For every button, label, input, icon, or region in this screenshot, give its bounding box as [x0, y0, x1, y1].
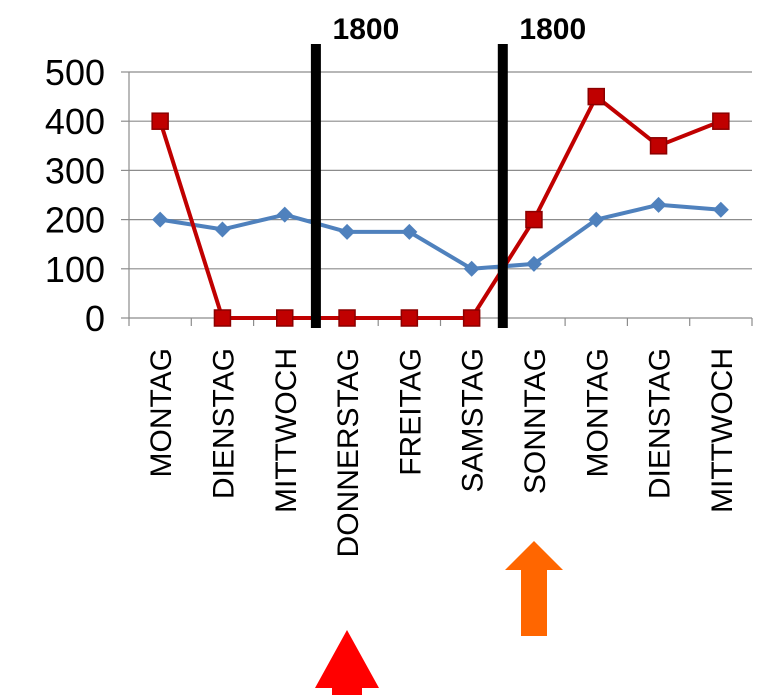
- arrows: [315, 541, 563, 695]
- data-point: [712, 201, 729, 218]
- x-tick-label: DONNERSTAG: [332, 348, 365, 557]
- series-line-1: [159, 202, 722, 271]
- x-tick-label: MONTAG: [581, 348, 614, 477]
- data-point: [463, 260, 480, 277]
- x-tick-label: FREITAG: [394, 348, 427, 476]
- x-tick-label: MITTWOCH: [706, 348, 739, 513]
- data-point: [400, 309, 419, 327]
- x-tick-label: SONNTAG: [519, 348, 552, 494]
- data-point: [151, 112, 169, 130]
- data-point: [214, 221, 231, 238]
- data-point: [462, 309, 481, 327]
- x-tick-label: MITTWOCH: [270, 348, 303, 513]
- gridlines: [129, 71, 752, 270]
- data-point: [588, 211, 605, 228]
- x-tick-label: DIENSTAG: [207, 348, 240, 499]
- data-point: [587, 87, 605, 106]
- vertical-marker-label: 1800: [333, 13, 400, 46]
- y-tick-label: 100: [45, 249, 105, 290]
- vertical-markers: 1800 1800: [310, 13, 586, 328]
- y-tick-label: 200: [45, 200, 105, 241]
- x-tick-label: SAMSTAG: [457, 348, 490, 492]
- data-point: [650, 196, 667, 213]
- x-axis-ticks: MONTAG DIENSTAG MITTWOCH DONNERSTAG FREITAG S…: [145, 348, 739, 557]
- y-tick-label: 300: [45, 150, 105, 191]
- data-point: [213, 309, 232, 327]
- up-arrow: [315, 630, 379, 695]
- data-point: [276, 206, 293, 223]
- y-tick-label: 400: [45, 101, 105, 142]
- y-tick-label: 0: [85, 298, 105, 339]
- x-tick-label: DIENSTAG: [644, 348, 677, 499]
- data-point: [401, 223, 418, 240]
- data-point: [276, 309, 294, 327]
- series-group: [151, 87, 730, 327]
- data-point: [649, 137, 668, 155]
- up-arrow: [505, 541, 563, 636]
- data-point: [339, 223, 356, 240]
- data-point: [525, 210, 543, 229]
- y-tick-label: 500: [45, 52, 105, 93]
- data-point: [712, 112, 730, 130]
- series-line-2: [158, 94, 722, 320]
- data-point: [152, 211, 169, 228]
- y-axis-ticks: 0 100 200 300 400 500: [45, 52, 105, 339]
- data-point: [525, 255, 542, 272]
- data-point: [338, 309, 356, 327]
- vertical-marker-label: 1800: [519, 13, 586, 46]
- x-tick-label: MONTAG: [145, 348, 178, 477]
